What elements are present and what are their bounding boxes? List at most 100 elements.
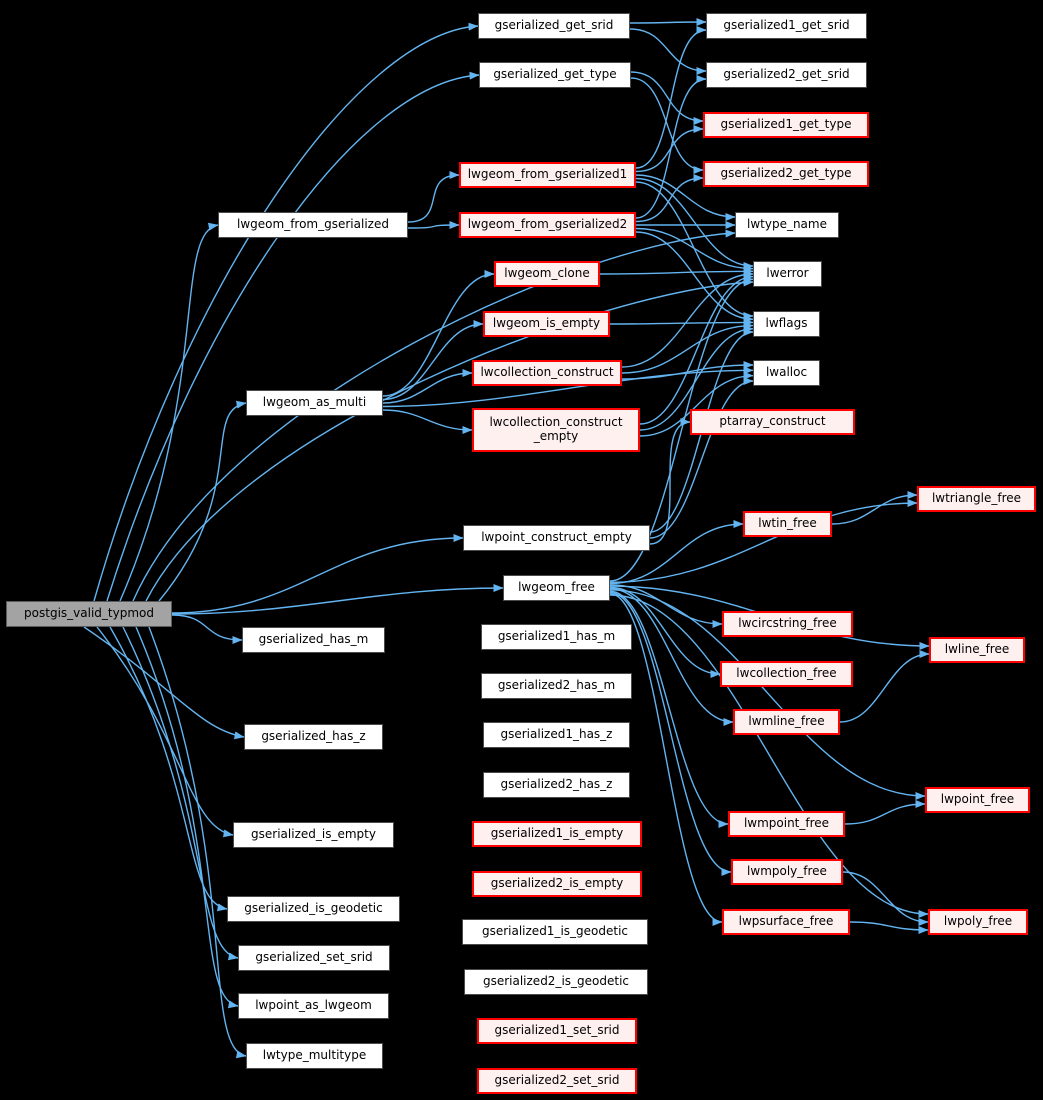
call-edge-lwgeom_from_gserialized2--gserialized2_get_type xyxy=(635,174,704,223)
graph-node-gserialized1_get_type[interactable]: gserialized1_get_type xyxy=(703,112,869,138)
graph-node-lwtype_multitype[interactable]: lwtype_multitype xyxy=(246,1043,383,1069)
graph-node-gserialized1_set_srid[interactable]: gserialized1_set_srid xyxy=(477,1018,637,1044)
call-edge-lwpoint_construct_empty--ptarray_construct xyxy=(649,418,691,545)
call-edge-lwcollection_construct_empty--lwalloc xyxy=(639,371,754,437)
graph-node-lwgeom_free[interactable]: lwgeom_free xyxy=(503,575,610,601)
call-edge-lwgeom_from_gserialized1--lwtype_name xyxy=(635,174,736,221)
call-edge-lwgeom_free--lwmpoint_free xyxy=(609,590,729,828)
graph-node-lwcollection_construct_empty[interactable]: lwcollection_construct _empty xyxy=(472,408,640,452)
graph-node-gserialized2_is_empty[interactable]: gserialized2_is_empty xyxy=(472,871,642,897)
call-edge-lwgeom_free--lwmline_free xyxy=(609,587,734,726)
call-edge-postgis_valid_typmod--lwgeom_as_multi xyxy=(158,400,247,602)
graph-node-lwpoint_construct_empty[interactable]: lwpoint_construct_empty xyxy=(463,525,650,551)
graph-node-lwpsurface_free[interactable]: lwpsurface_free xyxy=(722,909,850,935)
call-edge-postgis_valid_typmod--lwpoint_as_lwgeom xyxy=(135,626,239,1009)
call-edge-lwmpoly_free--lwpoly_free xyxy=(842,871,929,926)
call-edge-gserialized_get_srid--gserialized2_get_srid xyxy=(629,28,707,75)
graph-node-gserialized2_get_type[interactable]: gserialized2_get_type xyxy=(703,161,869,187)
call-edge-lwgeom_free--lwtin_free xyxy=(609,520,744,585)
graph-node-lwgeom_from_gserialized2[interactable]: lwgeom_from_gserialized2 xyxy=(459,212,636,238)
call-edge-lwgeom_as_multi--lwalloc xyxy=(382,366,754,408)
graph-node-lwtype_name[interactable]: lwtype_name xyxy=(735,212,839,238)
graph-node-lwerror[interactable]: lwerror xyxy=(753,261,822,287)
graph-node-lwgeom_clone[interactable]: lwgeom_clone xyxy=(494,261,600,287)
call-edge-lwgeom_free--lwtriangle_free xyxy=(609,499,918,583)
call-edge-lwgeom_free--lwerror xyxy=(609,275,754,582)
graph-node-gserialized2_has_z[interactable]: gserialized2_has_z xyxy=(483,772,630,798)
call-edge-lwgeom_from_gserialized--lwgeom_from_gserialized2 xyxy=(407,221,460,230)
graph-node-lwpoly_free[interactable]: lwpoly_free xyxy=(928,909,1028,935)
call-edge-lwgeom_free--lwpsurface_free xyxy=(609,593,723,926)
graph-node-lwflags[interactable]: lwflags xyxy=(753,311,820,337)
graph-node-gserialized_get_srid[interactable]: gserialized_get_srid xyxy=(478,13,630,39)
call-edge-postgis_valid_typmod--lwerror xyxy=(145,278,754,602)
graph-node-lwmline_free[interactable]: lwmline_free xyxy=(733,709,840,735)
graph-node-lwgeom_from_gserialized1[interactable]: lwgeom_from_gserialized1 xyxy=(459,162,636,188)
call-edge-lwcollection_construct--lwerror xyxy=(621,270,754,368)
graph-node-postgis_valid_typmod: postgis_valid_typmod xyxy=(6,601,172,627)
graph-node-gserialized_set_srid[interactable]: gserialized_set_srid xyxy=(238,945,390,971)
call-edge-lwmline_free--lwline_free xyxy=(839,650,930,723)
call-edge-postgis_valid_typmod--lwpoint_construct_empty xyxy=(171,534,464,614)
call-edge-lwpoint_construct_empty--lwalloc xyxy=(649,377,754,539)
call-edge-lwgeom_is_empty--lwflags xyxy=(609,318,754,327)
graph-node-gserialized2_set_srid[interactable]: gserialized2_set_srid xyxy=(477,1068,637,1094)
graph-node-lwcircstring_free[interactable]: lwcircstring_free xyxy=(722,611,853,637)
graph-node-gserialized1_has_m[interactable]: gserialized1_has_m xyxy=(481,624,632,650)
graph-node-lwline_free[interactable]: lwline_free xyxy=(929,637,1025,663)
graph-node-lwtriangle_free[interactable]: lwtriangle_free xyxy=(917,486,1036,512)
graph-node-lwpoint_as_lwgeom[interactable]: lwpoint_as_lwgeom xyxy=(238,993,389,1019)
call-edge-postgis_valid_typmod--gserialized_is_empty xyxy=(96,626,234,838)
call-edge-lwgeom_from_gserialized2--gserialized2_get_srid xyxy=(635,75,707,219)
call-edge-lwtin_free--lwtriangle_free xyxy=(831,491,918,525)
call-edge-lwgeom_free--lwpoint_free xyxy=(609,589,926,800)
graph-node-gserialized2_has_m[interactable]: gserialized2_has_m xyxy=(481,673,632,699)
graph-node-ptarray_construct[interactable]: ptarray_construct xyxy=(690,409,855,435)
graph-node-lwpoint_free[interactable]: lwpoint_free xyxy=(925,787,1030,813)
call-edge-postgis_valid_typmod--lwtype_multitype xyxy=(148,626,247,1059)
call-edge-lwgeom_from_gserialized1--lwerror xyxy=(635,177,754,270)
graph-node-lwgeom_as_multi[interactable]: lwgeom_as_multi xyxy=(246,390,383,416)
graph-node-lwcollection_construct[interactable]: lwcollection_construct xyxy=(472,360,622,386)
call-edge-postgis_valid_typmod--gserialized_has_z xyxy=(83,626,245,740)
call-edge-lwcollection_construct_empty--lwerror xyxy=(639,272,754,425)
call-edge-lwgeom_as_multi--lwgeom_clone xyxy=(382,270,495,397)
graph-node-gserialized1_has_z[interactable]: gserialized1_has_z xyxy=(483,722,630,748)
call-edge-lwgeom_as_multi--lwcollection_construct_empty xyxy=(382,409,473,434)
graph-node-lwcollection_free[interactable]: lwcollection_free xyxy=(720,661,853,687)
graph-node-gserialized_has_z[interactable]: gserialized_has_z xyxy=(244,724,383,750)
graph-node-lwmpoint_free[interactable]: lwmpoint_free xyxy=(728,811,845,837)
graph-node-lwmpoly_free[interactable]: lwmpoly_free xyxy=(731,859,843,885)
graph-node-gserialized1_is_empty[interactable]: gserialized1_is_empty xyxy=(472,821,642,847)
call-edge-lwgeom_from_gserialized1--gserialized1_get_type xyxy=(635,125,704,173)
graph-node-gserialized1_is_geodetic[interactable]: gserialized1_is_geodetic xyxy=(462,919,648,945)
graph-node-gserialized2_is_geodetic[interactable]: gserialized2_is_geodetic xyxy=(464,969,648,995)
call-edge-lwmpoint_free--lwpoint_free xyxy=(844,800,926,825)
call-edge-postgis_valid_typmod--lwtype_name xyxy=(132,229,736,602)
call-edge-lwcollection_construct_empty--lwflags xyxy=(639,324,754,431)
call-edge-lwgeom_as_multi--lwcollection_construct xyxy=(382,369,473,404)
call-edge-lwgeom_free--lwpoly_free xyxy=(609,594,929,918)
call-edge-gserialized_get_type--gserialized2_get_type xyxy=(630,77,704,174)
graph-node-gserialized2_get_srid[interactable]: gserialized2_get_srid xyxy=(706,62,867,88)
call-edge-lwgeom_from_gserialized1--gserialized1_get_srid xyxy=(635,26,707,169)
graph-node-gserialized_has_m[interactable]: gserialized_has_m xyxy=(242,627,385,653)
call-edge-lwgeom_from_gserialized--lwgeom_from_gserialized1 xyxy=(407,171,460,223)
call-edge-gserialized_get_type--gserialized1_get_type xyxy=(630,71,704,125)
call-edge-postgis_valid_typmod--gserialized_has_m xyxy=(171,614,243,644)
call-edge-lwgeom_as_multi--lwgeom_is_empty xyxy=(382,320,484,401)
graph-node-lwgeom_is_empty[interactable]: lwgeom_is_empty xyxy=(483,311,610,337)
graph-node-gserialized1_get_srid[interactable]: gserialized1_get_srid xyxy=(706,13,867,39)
call-edge-gserialized_get_srid--gserialized1_get_srid xyxy=(629,18,707,27)
graph-node-gserialized_is_empty[interactable]: gserialized_is_empty xyxy=(233,822,394,848)
call-edge-postgis_valid_typmod--gserialized_set_srid xyxy=(122,626,239,961)
call-edge-lwgeom_from_gserialized2--lwerror xyxy=(635,227,754,273)
call-edge-postgis_valid_typmod--gserialized_is_geodetic xyxy=(109,626,228,912)
graph-node-gserialized_is_geodetic[interactable]: gserialized_is_geodetic xyxy=(227,896,400,922)
graph-node-lwalloc[interactable]: lwalloc xyxy=(753,360,820,386)
graph-node-lwgeom_from_gserialized[interactable]: lwgeom_from_gserialized xyxy=(218,212,408,238)
graph-node-lwtin_free[interactable]: lwtin_free xyxy=(743,511,832,537)
graph-node-gserialized_get_type[interactable]: gserialized_get_type xyxy=(479,62,631,88)
